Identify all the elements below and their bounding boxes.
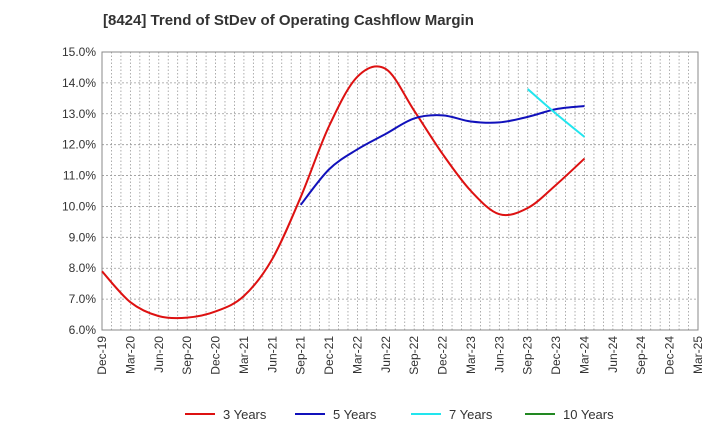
x-tick-label: Jun-20 [152, 336, 166, 373]
x-tick-label: Jun-23 [492, 336, 506, 373]
x-tick-label: Dec-21 [322, 336, 336, 375]
x-tick-label: Sep-24 [634, 336, 648, 375]
x-tick-label: Jun-22 [379, 336, 393, 373]
y-tick-label: 12.0% [62, 138, 96, 152]
plot-background [102, 52, 698, 330]
x-tick-label: Jun-21 [265, 336, 279, 373]
y-tick-label: 11.0% [63, 169, 96, 183]
y-tick-label: 15.0% [62, 45, 96, 59]
y-tick-label: 13.0% [62, 107, 96, 121]
x-tick-label: Sep-23 [521, 336, 535, 375]
y-tick-label: 8.0% [69, 261, 97, 275]
legend-label-5-years: 5 Years [333, 407, 377, 422]
series-line-3-years [101, 65, 586, 320]
x-tick-label: Dec-22 [436, 336, 450, 375]
x-tick-label: Dec-19 [95, 336, 109, 375]
series-line-5-years [299, 105, 585, 206]
x-tick-label: Mar-23 [464, 336, 478, 374]
y-tick-label: 6.0% [69, 323, 97, 337]
x-tick-label: Sep-20 [180, 336, 194, 375]
y-tick-label: 10.0% [62, 199, 96, 213]
x-tick-label: Mar-22 [350, 336, 364, 374]
x-tick-label: Sep-21 [294, 336, 308, 375]
x-tick-label: Dec-23 [549, 336, 563, 375]
x-tick-label: Sep-22 [407, 336, 421, 375]
x-tick-label: Dec-20 [209, 336, 223, 375]
x-tick-label: Jun-24 [606, 336, 620, 373]
y-tick-label: 7.0% [69, 292, 97, 306]
y-tick-label: 14.0% [62, 76, 96, 90]
x-tick-label: Mar-20 [123, 336, 137, 374]
legend-label-3-years: 3 Years [223, 407, 267, 422]
x-tick-label: Dec-24 [663, 336, 677, 375]
chart-title: [8424] Trend of StDev of Operating Cashf… [103, 12, 474, 29]
x-tick-label: Mar-21 [237, 336, 251, 374]
x-tick-label: Mar-25 [691, 336, 705, 374]
series-line-7-years [527, 88, 586, 138]
legend-label-7-years: 7 Years [449, 407, 493, 422]
legend-label-10-years: 10 Years [563, 407, 614, 422]
y-tick-label: 9.0% [69, 230, 97, 244]
x-tick-label: Mar-24 [577, 336, 591, 374]
plot-frame [101, 51, 699, 331]
